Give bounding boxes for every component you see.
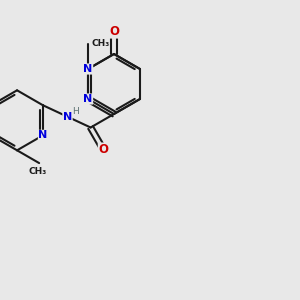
Text: O: O [98, 143, 108, 156]
Text: N: N [83, 94, 93, 104]
Text: CH₃: CH₃ [92, 39, 110, 48]
Text: CH₃: CH₃ [28, 167, 47, 176]
Text: N: N [38, 130, 48, 140]
Text: N: N [63, 112, 72, 122]
Text: N: N [83, 64, 93, 74]
Text: O: O [109, 25, 119, 38]
Text: H: H [72, 107, 78, 116]
